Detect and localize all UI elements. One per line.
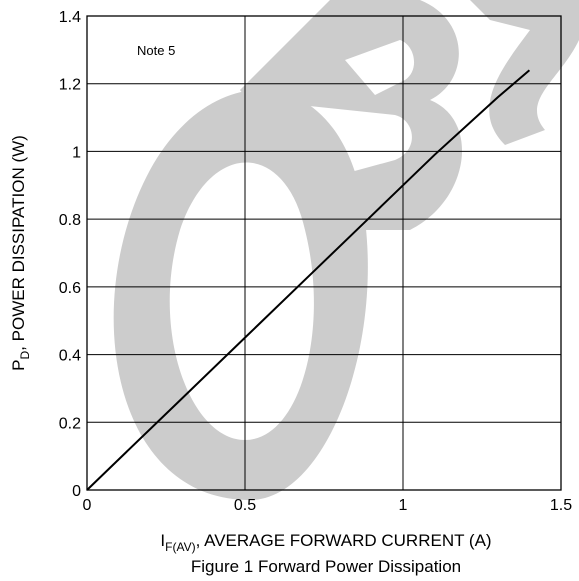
y-tick-label: 1 [72,144,81,161]
note-annotation: Note 5 [137,43,175,58]
x-tick-label: 1.5 [550,497,572,514]
y-tick-label: 0.6 [59,280,81,297]
x-tick-label: 0.5 [234,497,256,514]
y-tick-label: 1.2 [59,77,81,94]
series-line [86,69,531,491]
y-tick-labels: 0 0.2 0.4 0.6 0.8 1 1.2 1.4 [59,9,81,500]
y-tick-label: 0.8 [59,212,81,229]
x-tick-label: 0 [83,497,92,514]
y-tick-label: 0.2 [59,415,81,432]
x-axis-label: IF(AV), AVERAGE FORWARD CURRENT (A) [160,531,491,554]
watermark [113,0,579,500]
x-tick-label: 1 [399,497,408,514]
y-tick-label: 0.4 [59,348,81,365]
y-tick-label: 1.4 [59,9,81,26]
y-axis-label: PD, POWER DISSIPATION (W) [9,135,32,371]
chart-caption: Figure 1 Forward Power Dissipation [191,557,461,576]
series-group [86,69,531,491]
x-tick-labels: 0 0.5 1 1.5 [83,497,573,514]
y-tick-label: 0 [72,483,81,500]
plot-frame [86,15,562,491]
